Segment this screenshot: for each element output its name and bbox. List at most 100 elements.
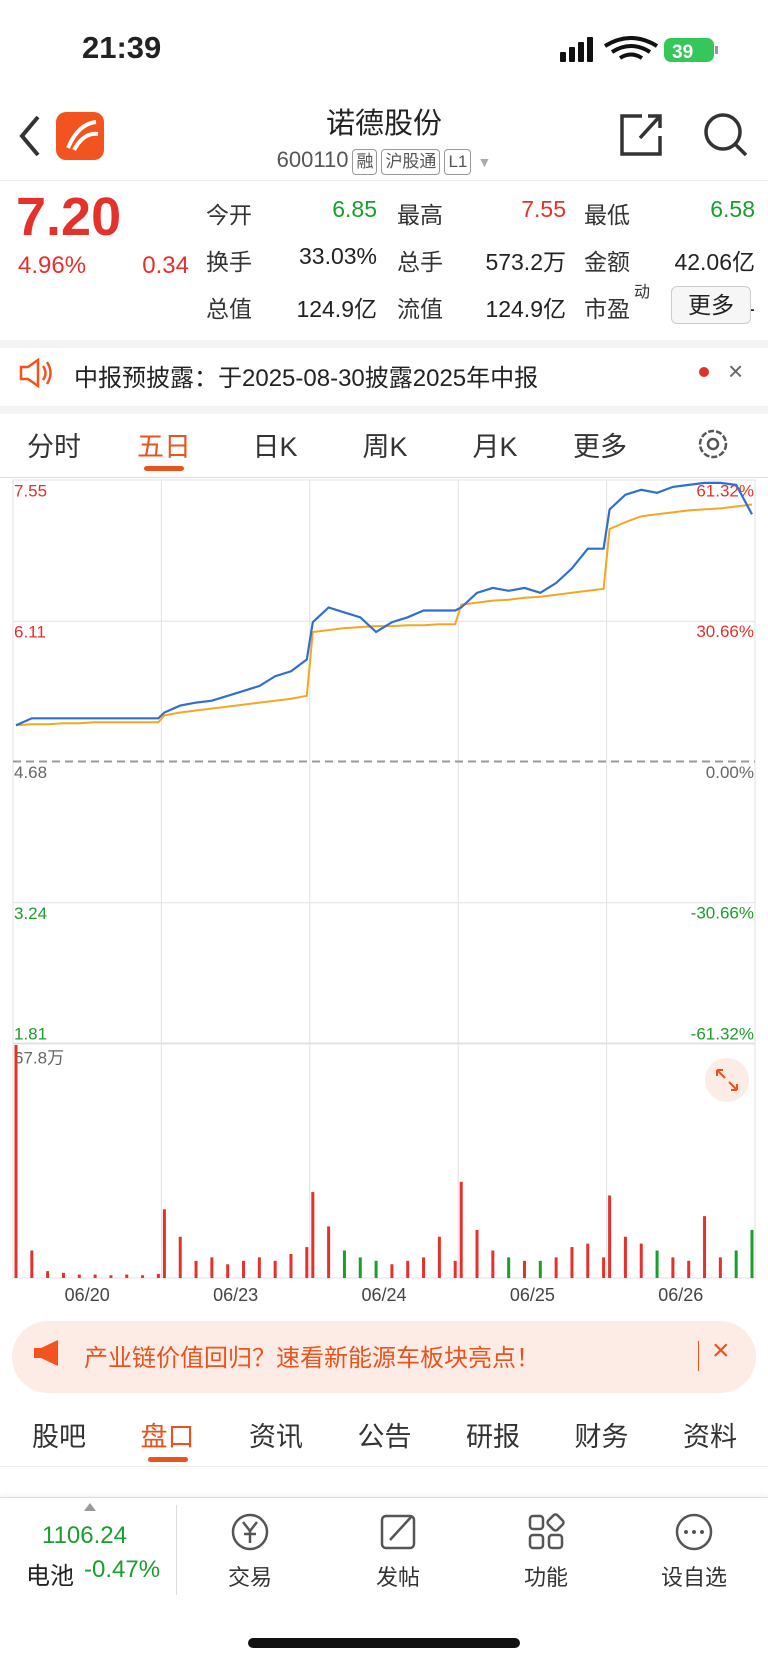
share-button[interactable] bbox=[620, 114, 662, 156]
volume-bar bbox=[210, 1257, 214, 1278]
volume-bar bbox=[242, 1260, 246, 1278]
volume-bar bbox=[422, 1257, 426, 1278]
volume-bar bbox=[459, 1181, 463, 1278]
promo-banner[interactable] bbox=[12, 1321, 756, 1393]
average-line bbox=[15, 503, 753, 727]
y-tick-label: 6.11 bbox=[14, 623, 46, 642]
more-button[interactable]: 更多 bbox=[671, 286, 751, 324]
action-button[interactable]: 功能 bbox=[523, 1565, 569, 1590]
close-notice[interactable]: × bbox=[728, 356, 744, 386]
change-pct: 4.96% bbox=[18, 252, 87, 279]
y-tick-label: 4.68 bbox=[14, 763, 47, 782]
volume-bar bbox=[491, 1250, 495, 1278]
info-tab[interactable]: 研报 bbox=[466, 1422, 520, 1452]
volume-bar bbox=[703, 1216, 707, 1278]
stat-value: 33.03% bbox=[298, 243, 377, 269]
tab-indicator bbox=[148, 1457, 188, 1462]
volume-bar bbox=[93, 1274, 97, 1278]
volume-bar bbox=[125, 1274, 129, 1278]
back-button[interactable] bbox=[19, 115, 40, 157]
expand-icon bbox=[716, 1069, 738, 1091]
info-tab[interactable]: 资讯 bbox=[249, 1422, 303, 1452]
volume-bar bbox=[608, 1195, 612, 1278]
chart-frame bbox=[12, 479, 756, 1279]
action-button[interactable]: 发帖 bbox=[375, 1565, 421, 1590]
stat-label: 流值 bbox=[397, 296, 443, 322]
y-tick-label: 3.24 bbox=[14, 904, 47, 923]
volume-bar bbox=[358, 1257, 362, 1278]
stat-label: 金额 bbox=[584, 249, 630, 275]
info-tab[interactable]: 资料 bbox=[683, 1422, 737, 1452]
header-left bbox=[19, 112, 104, 160]
speaker-icon bbox=[19, 358, 52, 388]
volume-bar bbox=[507, 1257, 511, 1278]
volume-bar bbox=[671, 1257, 675, 1278]
x-tick-label: 06/24 bbox=[361, 1285, 406, 1305]
x-tick-label: 06/26 bbox=[658, 1285, 703, 1305]
volume-bar bbox=[327, 1226, 331, 1278]
volume-bar bbox=[475, 1229, 479, 1278]
action-icons bbox=[231, 1513, 713, 1551]
volume-bar bbox=[46, 1271, 50, 1278]
volume-bar bbox=[14, 1045, 18, 1278]
notice-text[interactable]: 中报预披露：于2025-08-30披露2025年中报 bbox=[74, 365, 539, 392]
chart-tab[interactable]: 分时 bbox=[27, 432, 81, 462]
volume-bar bbox=[141, 1275, 145, 1278]
y2-tick-label: -61.32% bbox=[691, 1024, 754, 1043]
volume-bar bbox=[305, 1247, 309, 1278]
stat-value: 6.58 bbox=[710, 196, 755, 222]
y2-tick-label: 61.32% bbox=[696, 481, 754, 500]
chart-tab[interactable]: 更多 bbox=[573, 432, 627, 462]
banner-text[interactable]: 产业链价值回归？速看新能源车板块亮点！ bbox=[84, 1345, 540, 1372]
volume-bar bbox=[311, 1192, 315, 1278]
volume-bar bbox=[437, 1236, 441, 1278]
volume-bar bbox=[77, 1274, 81, 1278]
stat-label: 市盈 bbox=[584, 296, 630, 322]
info-tab[interactable]: 股吧 bbox=[32, 1422, 86, 1452]
volume-bar bbox=[538, 1260, 542, 1278]
volume-bar bbox=[289, 1253, 293, 1278]
close-banner[interactable]: × bbox=[712, 1334, 730, 1367]
stat-value: 573.2万 bbox=[485, 249, 566, 275]
badge: L1 bbox=[444, 149, 472, 175]
volume-bar bbox=[655, 1250, 659, 1278]
info-tab[interactable]: 盘口 bbox=[140, 1422, 195, 1452]
y2-tick-label: -30.66% bbox=[691, 904, 754, 923]
volume-bar bbox=[162, 1209, 166, 1278]
battery-level: 39 bbox=[672, 42, 693, 63]
volume-bar bbox=[602, 1257, 606, 1278]
chart-tab[interactable]: 日K bbox=[252, 432, 298, 462]
chart-tab[interactable]: 周K bbox=[362, 432, 408, 462]
badge: 融 bbox=[352, 149, 378, 175]
info-tab[interactable]: 公告 bbox=[357, 1422, 412, 1452]
index-name: 电池 bbox=[26, 1563, 74, 1590]
stat-label: 总手 bbox=[397, 249, 443, 275]
y2-tick-label: 0.00% bbox=[706, 763, 754, 782]
unread-dot bbox=[699, 367, 709, 377]
stat-value: 124.9亿 bbox=[296, 296, 377, 322]
volume-bar bbox=[390, 1264, 394, 1278]
chart-tab[interactable]: 五日 bbox=[137, 432, 191, 462]
volume-bar bbox=[406, 1260, 410, 1278]
volume-bar bbox=[156, 1273, 160, 1278]
change: 0.34 bbox=[142, 252, 189, 279]
expand-button[interactable] bbox=[705, 1058, 749, 1102]
x-tick-label: 06/25 bbox=[510, 1285, 555, 1305]
stat-label: 换手 bbox=[206, 249, 252, 275]
action-button[interactable]: 交易 bbox=[227, 1565, 273, 1590]
action-button[interactable]: 设自选 bbox=[660, 1565, 728, 1590]
settings-button[interactable] bbox=[695, 426, 731, 462]
stat-label: 总值 bbox=[206, 296, 252, 322]
search-button[interactable] bbox=[704, 113, 742, 151]
chart-tab[interactable]: 月K bbox=[472, 432, 518, 462]
volume-tick-label: 67.8万 bbox=[14, 1048, 64, 1067]
volume-bar bbox=[570, 1247, 574, 1278]
stat-label: 最高 bbox=[397, 202, 443, 228]
stock-code-row: 600110 融沪股通 L1 ▼ bbox=[0, 147, 768, 175]
price-line bbox=[15, 481, 753, 727]
info-tab[interactable]: 财务 bbox=[574, 1422, 629, 1452]
volume-bar bbox=[639, 1243, 643, 1278]
index-value: 1106.24 bbox=[42, 1522, 127, 1549]
y2-tick-label: 30.66% bbox=[696, 622, 754, 641]
badge: 沪股通 bbox=[381, 149, 441, 175]
